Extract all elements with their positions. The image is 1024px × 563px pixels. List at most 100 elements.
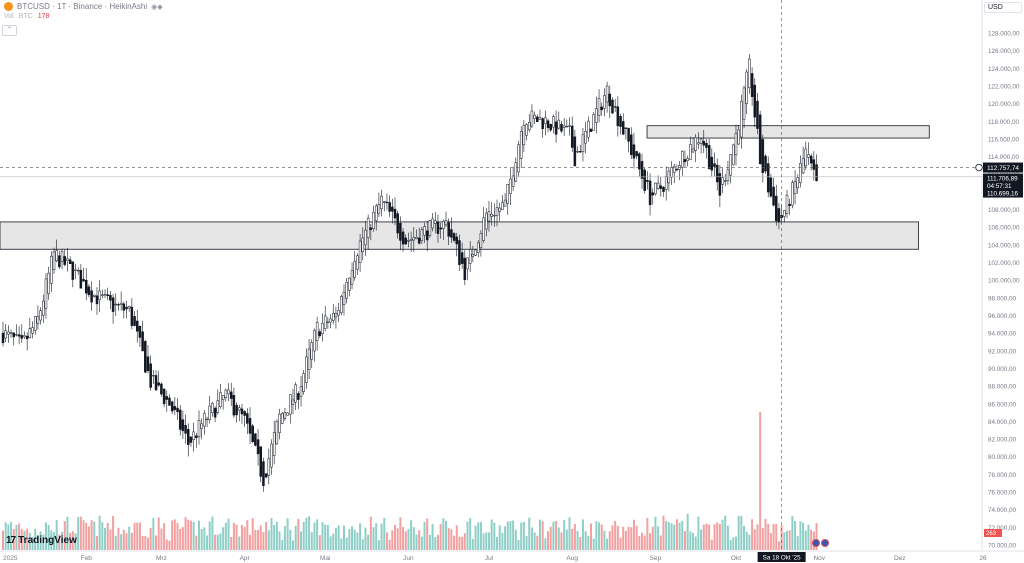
time-tick-label: 2025 bbox=[3, 555, 18, 562]
candle-down bbox=[20, 335, 24, 339]
volume-bar bbox=[369, 516, 372, 550]
volume-bar bbox=[485, 532, 488, 550]
candle-down bbox=[812, 159, 816, 170]
volume-bar bbox=[267, 530, 270, 550]
volume-bar bbox=[804, 530, 807, 550]
candle-up bbox=[664, 176, 668, 190]
crosshair-date-box bbox=[757, 552, 806, 562]
candle-down bbox=[627, 127, 630, 142]
volume-bar bbox=[316, 519, 319, 550]
candle-up bbox=[224, 389, 228, 398]
candle-down bbox=[536, 116, 539, 123]
candle-up bbox=[364, 229, 367, 246]
market-flags[interactable] bbox=[812, 539, 829, 547]
candle-up bbox=[50, 255, 53, 284]
candle-up bbox=[495, 207, 499, 216]
volume-bar bbox=[243, 526, 246, 550]
volume-bar bbox=[332, 533, 335, 550]
volume-bar bbox=[598, 522, 601, 550]
time-tick-label: Jun bbox=[403, 555, 414, 562]
candle-down bbox=[750, 73, 754, 97]
price-tick-label: 78.000,00 bbox=[988, 472, 1017, 479]
candle-up bbox=[291, 399, 295, 405]
visibility-toggle-icon[interactable]: ◉◆ bbox=[151, 3, 163, 11]
volume-bar bbox=[501, 532, 504, 550]
candle-up bbox=[565, 125, 569, 128]
candle-up bbox=[74, 269, 77, 271]
volume-bar bbox=[2, 530, 4, 550]
candle-up bbox=[348, 277, 351, 291]
volume-bar bbox=[79, 516, 82, 550]
volume-bar bbox=[665, 520, 668, 550]
candle-up bbox=[283, 412, 287, 419]
volume-bar bbox=[579, 537, 582, 550]
candle-up bbox=[511, 175, 515, 187]
candle-up bbox=[192, 431, 195, 440]
current-price-label: 111.706,89 bbox=[987, 176, 1018, 183]
volume-bar bbox=[455, 525, 458, 550]
candle-up bbox=[270, 443, 273, 468]
candle-down bbox=[254, 433, 257, 446]
volume-bar bbox=[450, 529, 453, 550]
candle-down bbox=[560, 123, 563, 132]
currency-button[interactable]: USD bbox=[984, 2, 1022, 13]
volume-bar bbox=[12, 528, 15, 550]
volume-bar bbox=[200, 529, 203, 550]
volume-bar bbox=[646, 517, 649, 550]
volume-bar bbox=[756, 524, 759, 550]
volume-bar bbox=[528, 517, 531, 550]
volume-bar bbox=[31, 536, 34, 550]
candle-up bbox=[329, 318, 332, 323]
volume-bar bbox=[745, 531, 748, 550]
candle-up bbox=[745, 71, 748, 104]
tv-mark-icon: 17 bbox=[6, 535, 16, 546]
candle-up bbox=[280, 413, 284, 424]
volume-bar bbox=[69, 532, 72, 550]
candle-up bbox=[114, 303, 118, 306]
candle-up bbox=[305, 356, 308, 383]
candle-up bbox=[479, 233, 483, 249]
candle-down bbox=[87, 286, 91, 296]
volume-bar bbox=[512, 520, 515, 550]
volume-bar bbox=[603, 530, 606, 550]
volume-bar bbox=[249, 534, 252, 550]
candle-up bbox=[485, 212, 488, 230]
volume-bar bbox=[130, 532, 133, 550]
volume-bar bbox=[761, 528, 764, 550]
volume-bar bbox=[700, 529, 703, 550]
candle-down bbox=[195, 435, 198, 439]
candle-down bbox=[168, 397, 171, 406]
symbol-legend[interactable]: BTCUSD · 1T · Binance · HeikinAshi ◉◆ bbox=[4, 2, 163, 11]
collapse-legend-button[interactable]: ⌃ bbox=[2, 25, 17, 36]
volume-bar bbox=[232, 522, 235, 550]
volume-bar bbox=[359, 523, 362, 550]
volume-bar bbox=[181, 527, 184, 550]
volume-bar bbox=[216, 534, 219, 550]
candle-up bbox=[799, 163, 802, 183]
volume-bar bbox=[342, 525, 345, 550]
candle-down bbox=[707, 145, 711, 170]
candle-down bbox=[788, 204, 791, 207]
volume-bar bbox=[15, 524, 18, 550]
candle-down bbox=[608, 93, 612, 107]
candle-down bbox=[165, 396, 169, 400]
candle-down bbox=[157, 382, 160, 386]
volume-bar bbox=[423, 521, 426, 550]
volume-bar bbox=[667, 522, 670, 550]
candle-down bbox=[318, 331, 322, 336]
candle-down bbox=[772, 186, 775, 206]
tradingview-logo[interactable]: 17 TradingView bbox=[6, 535, 77, 546]
volume-bar bbox=[611, 525, 614, 550]
candle-down bbox=[554, 121, 558, 135]
candle-up bbox=[127, 305, 131, 309]
candle-down bbox=[460, 252, 464, 264]
candle-down bbox=[630, 134, 633, 155]
volume-legend[interactable]: Vol BTC 178 bbox=[4, 13, 49, 20]
candle-up bbox=[313, 330, 316, 352]
candle-down bbox=[262, 461, 265, 487]
volume-bar bbox=[85, 522, 88, 550]
candle-down bbox=[176, 407, 179, 413]
us-flag-icon bbox=[821, 539, 829, 547]
candle-down bbox=[758, 114, 762, 165]
